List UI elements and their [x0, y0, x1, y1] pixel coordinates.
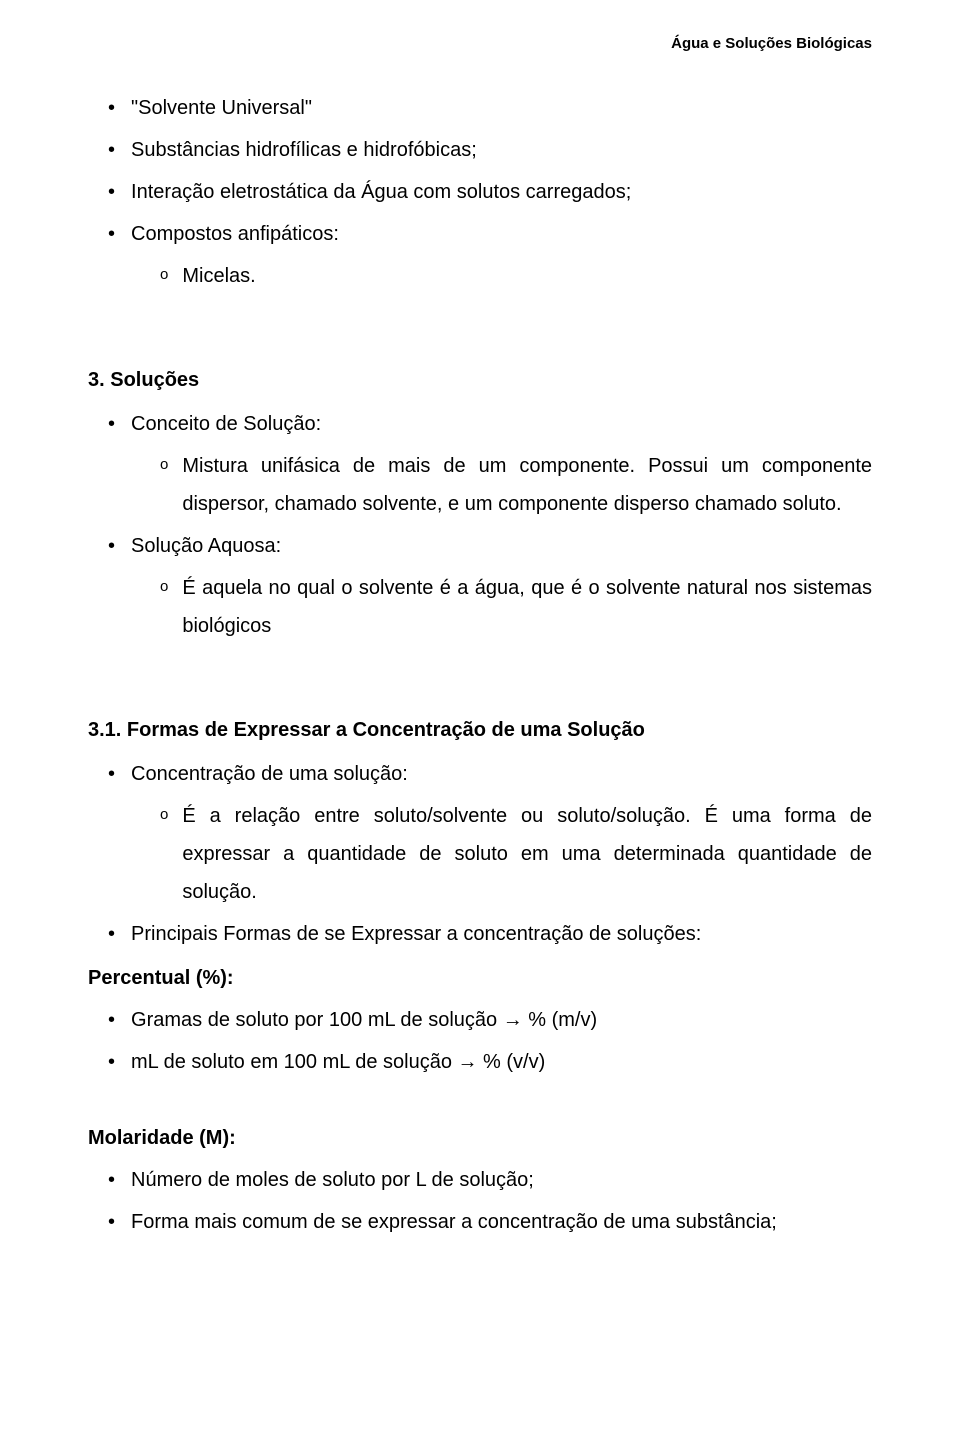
bullet-icon: •	[108, 527, 115, 565]
sub-list-item: o É a relação entre soluto/solvente ou s…	[160, 797, 872, 911]
list-item: • Gramas de soluto por 100 mL de solução…	[108, 1001, 872, 1039]
sub-list-item-text: Micelas.	[182, 257, 255, 295]
subheading-molaridade: Molaridade (M):	[88, 1119, 872, 1157]
bullet-icon: •	[108, 1203, 115, 1241]
sub-list-item: o Mistura unifásica de mais de um compon…	[160, 447, 872, 523]
list-item: • Forma mais comum de se expressar a con…	[108, 1203, 872, 1241]
bullet-icon: •	[108, 173, 115, 211]
spacer	[88, 1085, 872, 1113]
bullet-icon: •	[108, 755, 115, 793]
spacer	[88, 299, 872, 327]
bullet-icon: •	[108, 131, 115, 169]
list-item-text: Forma mais comum de se expressar a conce…	[131, 1203, 777, 1241]
list-item: • Conceito de Solução:	[108, 405, 872, 443]
list-item: • mL de soluto em 100 mL de solução → % …	[108, 1043, 872, 1081]
list-item-text: Solução Aquosa:	[131, 527, 281, 565]
list-item-text: Interação eletrostática da Água com solu…	[131, 173, 631, 211]
list-item: • Substâncias hidrofílicas e hidrofóbica…	[108, 131, 872, 169]
list-item-text: Compostos anfipáticos:	[131, 215, 339, 253]
circle-bullet-icon: o	[160, 797, 168, 911]
bullet-icon: •	[108, 405, 115, 443]
circle-bullet-icon: o	[160, 569, 168, 645]
list-item-text: Conceito de Solução:	[131, 405, 321, 443]
sub-list-item-text: Mistura unifásica de mais de um componen…	[182, 447, 872, 523]
circle-bullet-icon: o	[160, 447, 168, 523]
list-item-text: Concentração de uma solução:	[131, 755, 408, 793]
list-item-text: Gramas de soluto por 100 mL de solução →…	[131, 1001, 597, 1039]
running-header: Água e Soluções Biológicas	[88, 30, 872, 59]
bullet-icon: •	[108, 915, 115, 953]
document-page: Água e Soluções Biológicas • "Solvente U…	[0, 0, 960, 1451]
list-item-text: Número de moles de soluto por L de soluç…	[131, 1161, 534, 1199]
sub-list-item: o Micelas.	[160, 257, 872, 295]
list-item-text: Substâncias hidrofílicas e hidrofóbicas;	[131, 131, 477, 169]
sub-list-item: o É aquela no qual o solvente é a água, …	[160, 569, 872, 645]
bullet-icon: •	[108, 1161, 115, 1199]
list-item-text: Principais Formas de se Expressar a conc…	[131, 915, 701, 953]
circle-bullet-icon: o	[160, 257, 168, 295]
section-heading-3: 3. Soluções	[88, 361, 872, 399]
bullet-icon: •	[108, 1043, 115, 1081]
sub-list-item-text: É a relação entre soluto/solvente ou sol…	[182, 797, 872, 911]
section-heading-3-1: 3.1. Formas de Expressar a Concentração …	[88, 711, 872, 749]
list-item-text: "Solvente Universal"	[131, 89, 312, 127]
spacer	[88, 649, 872, 677]
list-item-text: mL de soluto em 100 mL de solução → % (v…	[131, 1043, 545, 1081]
list-item: • Interação eletrostática da Água com so…	[108, 173, 872, 211]
bullet-icon: •	[108, 215, 115, 253]
list-item: • Principais Formas de se Expressar a co…	[108, 915, 872, 953]
list-item: • Solução Aquosa:	[108, 527, 872, 565]
list-item: • Número de moles de soluto por L de sol…	[108, 1161, 872, 1199]
subheading-percentual: Percentual (%):	[88, 959, 872, 997]
bullet-icon: •	[108, 89, 115, 127]
list-item: • Compostos anfipáticos:	[108, 215, 872, 253]
bullet-icon: •	[108, 1001, 115, 1039]
sub-list-item-text: É aquela no qual o solvente é a água, qu…	[182, 569, 872, 645]
list-item: • "Solvente Universal"	[108, 89, 872, 127]
list-item: • Concentração de uma solução:	[108, 755, 872, 793]
